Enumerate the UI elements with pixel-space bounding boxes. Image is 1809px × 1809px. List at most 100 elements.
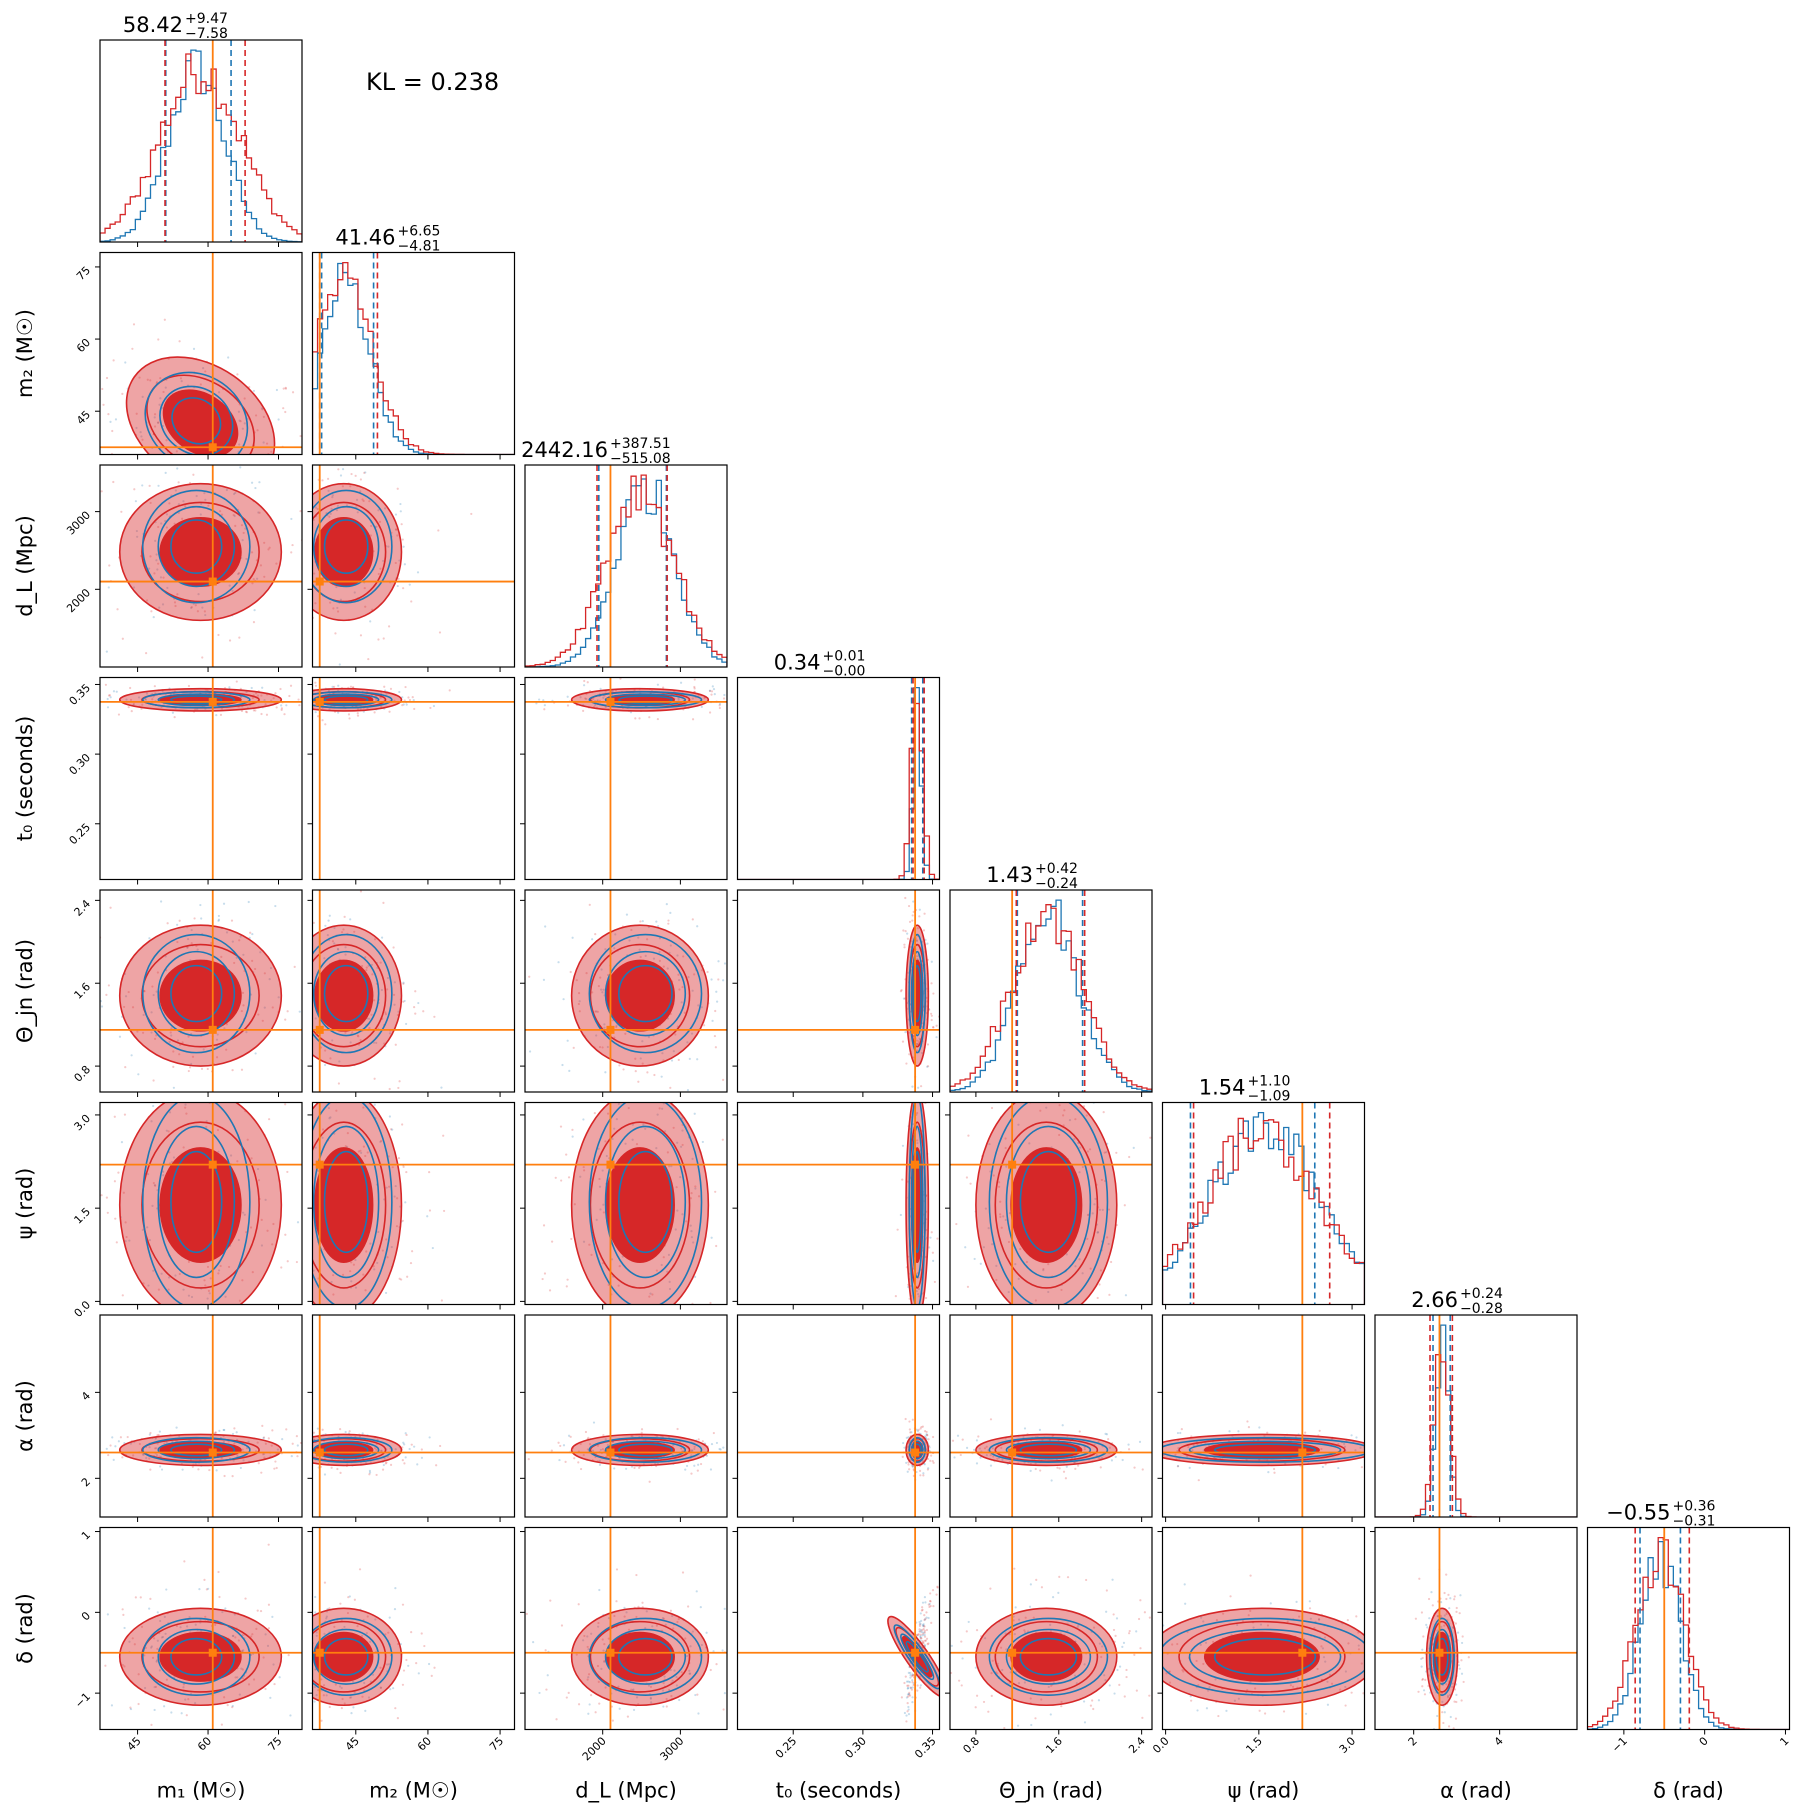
sample-point-red [75, 1243, 77, 1245]
sample-point-blue [354, 1286, 358, 1289]
sample-point-red [306, 1438, 308, 1440]
sample-point-red [275, 1466, 278, 1470]
panel-m1-thjn: 0.81.62.4 [72, 889, 303, 1097]
sample-point-red [81, 555, 83, 557]
sample-point-red [564, 1460, 567, 1463]
sample-point-blue [260, 407, 264, 410]
contour-inner-red [159, 1147, 242, 1264]
sample-point-blue [277, 418, 280, 421]
sample-point-blue [286, 954, 288, 956]
sample-point-red [304, 1213, 306, 1215]
sample-point-blue [1107, 1242, 1110, 1246]
sample-point-red [1020, 1059, 1022, 1061]
sample-point-blue [144, 698, 147, 701]
sample-point-red [283, 713, 286, 716]
sample-point-red [278, 1435, 280, 1437]
ytick-label-t0: 0.30 [67, 751, 94, 778]
sample-point-red [771, 701, 773, 703]
ytick-label-t0: 0.35 [67, 681, 94, 708]
sample-point-red [1006, 1085, 1008, 1087]
sample-point-red [304, 690, 306, 692]
sample-point-red [295, 631, 297, 633]
sample-point-red [352, 686, 355, 689]
sample-point-red [1004, 1137, 1007, 1140]
sample-point-red [669, 1086, 672, 1089]
sample-point-red [219, 1264, 222, 1268]
sample-point-red [284, 410, 287, 414]
sample-point-red [410, 600, 413, 603]
sample-point-blue [100, 1005, 104, 1008]
sample-point-red [382, 901, 385, 904]
sample-point-blue [705, 1454, 708, 1457]
sample-point-red [398, 1080, 401, 1083]
sample-point-red [132, 323, 136, 326]
kl-annotation: KL = 0.238 [366, 68, 499, 96]
sample-point-blue [585, 697, 588, 701]
sample-point-red [149, 1431, 152, 1435]
sample-point-red [384, 1011, 387, 1014]
sample-point-red [904, 1417, 907, 1421]
sample-point-red [1246, 1420, 1249, 1423]
sample-point-blue [298, 612, 300, 614]
sample-point-red [1083, 1448, 1086, 1451]
sample-point-red [342, 928, 345, 931]
sample-point-red [1060, 1288, 1063, 1292]
sample-point-red [194, 604, 197, 607]
panel-m1-psi: 0.01.53.0 [72, 1101, 303, 1320]
sample-point-blue [668, 1280, 671, 1283]
sample-point-red [149, 555, 152, 558]
sample-point-blue [1068, 1119, 1072, 1122]
sample-point-red [114, 1217, 117, 1220]
sample-point-red [131, 456, 133, 458]
sample-point-red [306, 457, 308, 459]
sample-point-red [282, 472, 284, 474]
sample-point-red [410, 1306, 412, 1308]
sample-point-blue [915, 1289, 918, 1293]
sample-point-red [349, 485, 352, 488]
sample-point-blue [290, 517, 293, 521]
sample-point-red [1324, 1463, 1327, 1466]
contour-inner-blue [618, 1150, 673, 1254]
sample-point-red [369, 534, 372, 537]
hist-m1-blue [100, 49, 302, 242]
sample-point-blue [716, 1000, 719, 1003]
panel-m1-m1: 58.42 +9.47−7.58 [99, 11, 303, 247]
sample-point-red [358, 1086, 360, 1088]
sample-point-blue [730, 699, 732, 701]
sample-point-blue [723, 693, 726, 697]
contour-mid-blue [604, 1440, 687, 1460]
sample-point-red [223, 1474, 226, 1478]
sample-point-red [343, 1354, 345, 1356]
sample-point-red [384, 1462, 387, 1465]
sample-point-red [391, 1324, 393, 1326]
sample-point-blue [231, 940, 234, 943]
truth-marker-dL-psi [606, 1160, 615, 1169]
sample-point-blue [604, 948, 607, 951]
sample-point-red [307, 1215, 309, 1217]
sample-point-blue [408, 583, 411, 586]
panel-frame [524, 889, 728, 1093]
truth-marker-m1-t0 [208, 697, 217, 706]
panel-m2-psi [304, 1086, 516, 1356]
sample-point-red [729, 697, 731, 699]
sample-point-red [284, 1233, 287, 1236]
panel-frame [736, 676, 941, 881]
sample-point-red [1263, 1434, 1266, 1438]
sample-point-red [402, 1165, 405, 1168]
sample-point-red [321, 719, 324, 722]
truth-marker-m1-m2 [208, 443, 217, 452]
sample-point-red [256, 694, 260, 697]
contour-inner-blue [170, 964, 223, 1023]
sample-point-red [1063, 1109, 1066, 1112]
sample-point-blue [614, 933, 617, 936]
sample-point-red [693, 687, 696, 690]
sample-point-blue [215, 468, 217, 470]
sample-point-blue [321, 1136, 324, 1139]
sample-point-blue [403, 1443, 406, 1446]
sample-point-red [279, 1045, 281, 1047]
contour-inner-red [159, 517, 242, 587]
sample-point-red [703, 696, 706, 700]
sample-point-blue [1045, 1084, 1047, 1086]
sample-point-blue [680, 1001, 683, 1004]
sample-point-blue [330, 507, 333, 510]
